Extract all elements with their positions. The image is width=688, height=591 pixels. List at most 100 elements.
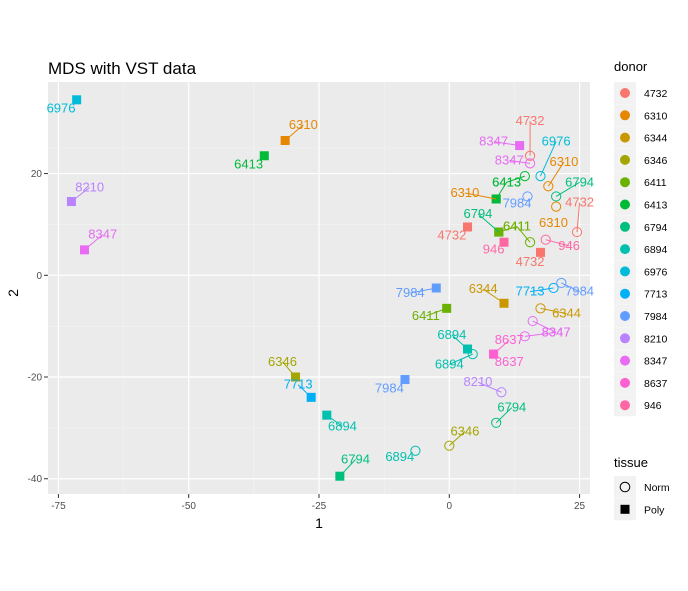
norm-point-946 <box>540 234 551 245</box>
point-label-6310: 6310 <box>549 154 578 169</box>
point-label-6894: 6894 <box>435 356 464 371</box>
label-leader-line <box>284 124 304 141</box>
x-tick-label: 25 <box>574 501 586 512</box>
y-tick-label: 20 <box>31 169 43 180</box>
label-leader-line <box>516 226 531 243</box>
legend-label-8347: 8347 <box>644 356 668 368</box>
point-label-6894: 6894 <box>385 449 414 464</box>
tissue-legend-title: tissue <box>614 455 648 470</box>
legend-label-6894: 6894 <box>644 244 668 256</box>
legend-label-6413: 6413 <box>644 200 668 212</box>
poly-point-7984 <box>400 375 410 385</box>
label-leader-line <box>495 182 508 200</box>
point-label-8347: 8347 <box>479 134 508 149</box>
point-label-6344: 6344 <box>552 306 581 321</box>
norm-point-6894 <box>410 445 421 456</box>
point-label-8347: 8347 <box>542 324 571 339</box>
point-label-7713: 7713 <box>284 377 313 392</box>
label-leader-line <box>540 141 557 177</box>
label-leader-line <box>532 320 557 333</box>
norm-point-8210 <box>496 387 507 398</box>
point-label-946: 946 <box>558 238 580 253</box>
label-leader-line <box>297 384 312 398</box>
legend-label-6976: 6976 <box>644 266 668 278</box>
norm-point-6411 <box>524 237 536 248</box>
label-leader-line <box>449 353 473 365</box>
point-label-6413: 6413 <box>492 174 521 189</box>
point-label-946: 946 <box>483 241 505 256</box>
y-axis-title: 2 <box>5 289 21 297</box>
point-label-4732: 4732 <box>516 113 545 128</box>
x-tick-label: 0 <box>447 501 453 512</box>
point-label-8347: 8347 <box>88 227 117 242</box>
label-leader-line <box>493 339 510 355</box>
point-label-4732: 4732 <box>516 254 545 269</box>
label-leader-line <box>509 159 531 164</box>
legend-key-6894 <box>620 244 630 255</box>
legend-label-6344: 6344 <box>644 133 668 145</box>
point-label-6310: 6310 <box>450 185 479 200</box>
point-label-4732: 4732 <box>565 195 594 210</box>
legend-label-6346: 6346 <box>644 155 668 167</box>
point-label-6894: 6894 <box>328 418 357 433</box>
norm-point-6344 <box>535 303 546 314</box>
point-label-8347: 8347 <box>495 152 524 167</box>
legend-key-4732 <box>620 88 630 98</box>
label-leader-line <box>410 287 437 294</box>
legend-key-8637 <box>620 377 630 388</box>
x-tick-label: -25 <box>312 501 327 512</box>
legend-label-6310: 6310 <box>644 110 668 122</box>
norm-point-8347 <box>527 315 538 327</box>
point-label-6413: 6413 <box>234 156 263 171</box>
point-label-7984: 7984 <box>396 285 425 300</box>
tissue-legend: tissue Norm Poly <box>614 455 670 521</box>
poly-point-4732 <box>463 222 473 232</box>
gridlines <box>48 82 590 494</box>
label-leader-line <box>464 192 497 200</box>
norm-point-7984 <box>556 277 567 289</box>
legend-key-6310 <box>620 110 630 121</box>
label-leader-line <box>576 202 581 233</box>
legend-label-7713: 7713 <box>644 289 668 301</box>
y-tick-label: -40 <box>28 474 43 485</box>
legend-key-6411 <box>620 177 630 188</box>
norm-point-6310 <box>543 181 554 192</box>
norm-point-6346 <box>444 440 455 451</box>
norm-point-8347 <box>524 158 536 169</box>
label-leader-line <box>448 431 466 447</box>
y-axis-ticks: -40 -20 0 20 <box>28 169 48 485</box>
label-leader-line <box>451 334 468 350</box>
point-label-6346: 6346 <box>450 424 479 439</box>
norm-point-6794 <box>551 191 562 202</box>
legend-key-8210 <box>620 333 630 344</box>
legend-key-6976 <box>620 266 630 277</box>
point-label-6310: 6310 <box>539 215 568 230</box>
legend-label-6411: 6411 <box>644 177 667 189</box>
point-label-8210: 8210 <box>463 374 492 389</box>
legend-label-6794: 6794 <box>644 222 668 234</box>
poly-point-6413 <box>259 151 269 161</box>
point-label-6310: 6310 <box>289 117 318 132</box>
point-label-6411: 6411 <box>503 219 531 234</box>
legend-key-7984 <box>620 311 630 321</box>
label-leader-line <box>529 287 554 293</box>
point-label-6346: 6346 <box>268 354 297 369</box>
point-label-7984: 7984 <box>375 380 404 395</box>
point-label-6794: 6794 <box>341 451 370 466</box>
point-label-4732: 4732 <box>437 228 466 243</box>
label-leader-line <box>561 282 580 293</box>
legend-label-7984: 7984 <box>644 311 668 323</box>
label-leader-line <box>339 459 356 477</box>
point-labels: 6976 6310 6413 8210 8347 7984 6411 6344 6894 6894… <box>47 101 594 477</box>
label-leader-line <box>540 307 567 314</box>
label-leader-line <box>495 407 513 424</box>
legend-key-6413 <box>620 199 630 210</box>
poly-point-6976 <box>72 95 82 105</box>
norm-point-8347 <box>519 331 530 342</box>
label-leader-line <box>84 234 104 251</box>
point-label-7984: 7984 <box>565 284 594 299</box>
norm-point-6794 <box>491 417 502 428</box>
x-axis-title: 1 <box>315 515 323 531</box>
point-label-8347: 8347 <box>542 324 571 339</box>
